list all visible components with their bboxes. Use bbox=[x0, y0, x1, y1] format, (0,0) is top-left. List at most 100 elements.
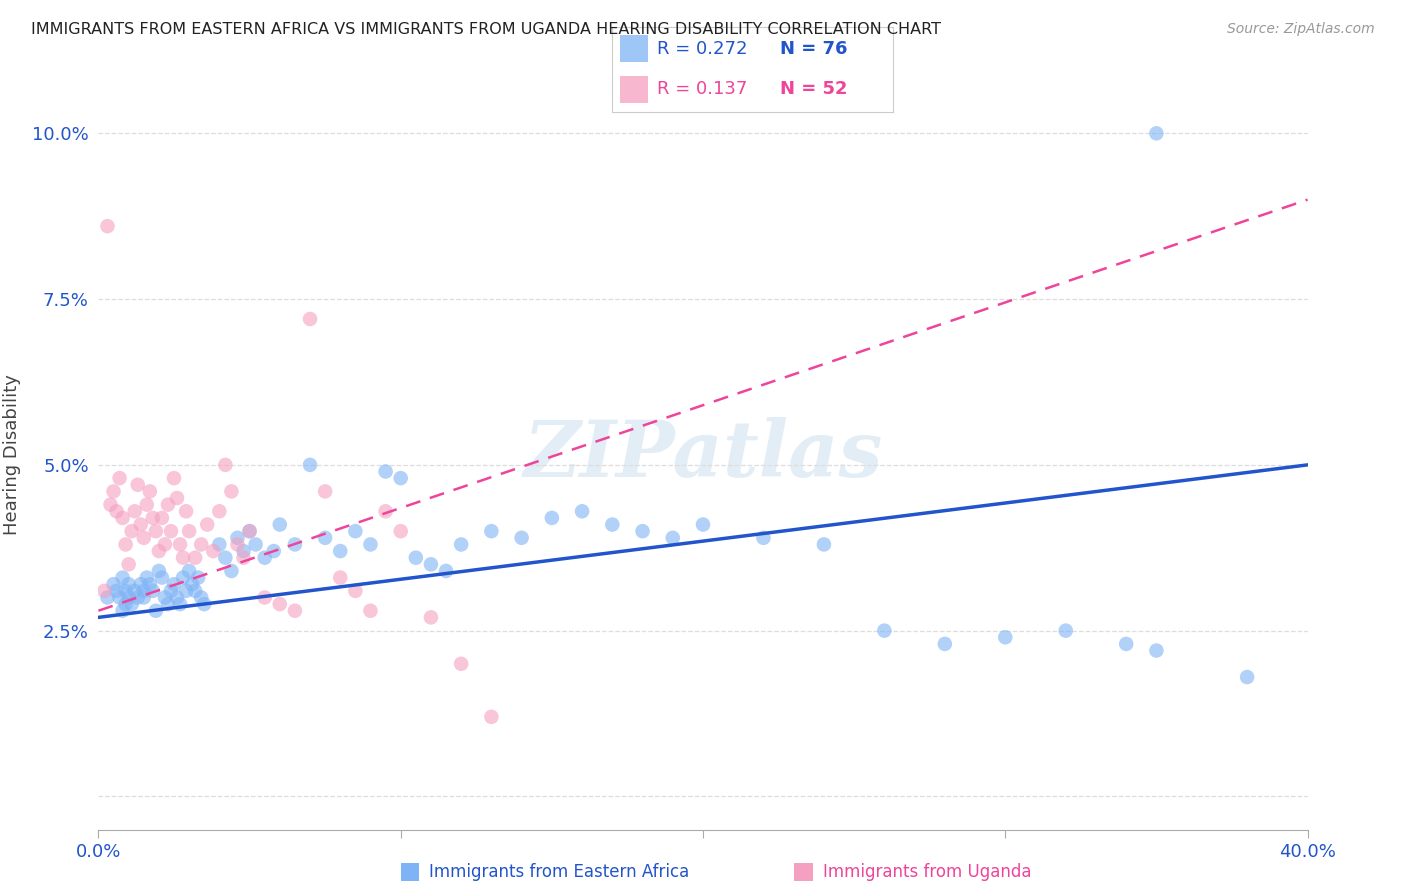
Point bbox=[166, 591, 188, 605]
Point bbox=[752, 531, 775, 545]
Point bbox=[329, 571, 352, 585]
Point bbox=[111, 604, 134, 618]
Point bbox=[344, 524, 367, 538]
Text: R = 0.137: R = 0.137 bbox=[657, 80, 747, 98]
Point bbox=[434, 564, 457, 578]
Point bbox=[142, 511, 165, 525]
Point bbox=[135, 571, 157, 585]
Point bbox=[239, 524, 262, 538]
Point bbox=[344, 583, 367, 598]
Point bbox=[221, 564, 243, 578]
Point bbox=[360, 537, 382, 551]
Point bbox=[139, 484, 162, 499]
Point bbox=[124, 504, 146, 518]
Point bbox=[121, 524, 143, 538]
Point bbox=[132, 583, 155, 598]
Point bbox=[169, 597, 191, 611]
Text: N = 76: N = 76 bbox=[780, 40, 848, 58]
Point bbox=[163, 577, 186, 591]
Point bbox=[190, 537, 212, 551]
Point bbox=[208, 504, 231, 518]
Point bbox=[314, 484, 336, 499]
Point bbox=[181, 577, 204, 591]
Point bbox=[184, 583, 207, 598]
Point bbox=[114, 597, 136, 611]
Point bbox=[150, 511, 173, 525]
Point bbox=[602, 517, 624, 532]
Point bbox=[105, 583, 128, 598]
Point bbox=[172, 550, 194, 565]
Point bbox=[481, 524, 503, 538]
Point bbox=[374, 465, 396, 479]
Point bbox=[239, 524, 262, 538]
Point bbox=[129, 517, 152, 532]
Point bbox=[450, 537, 472, 551]
Point bbox=[195, 517, 218, 532]
Point bbox=[139, 577, 162, 591]
Point bbox=[253, 591, 276, 605]
Point bbox=[172, 571, 194, 585]
Point bbox=[692, 517, 714, 532]
Point bbox=[132, 531, 155, 545]
Point bbox=[160, 524, 183, 538]
Point bbox=[299, 312, 322, 326]
Point bbox=[156, 498, 179, 512]
Point bbox=[145, 524, 167, 538]
Point bbox=[1144, 643, 1167, 657]
Point bbox=[253, 550, 276, 565]
Point bbox=[190, 591, 212, 605]
Point bbox=[226, 531, 249, 545]
Point bbox=[108, 471, 131, 485]
Point bbox=[121, 597, 143, 611]
Point bbox=[124, 583, 146, 598]
Point bbox=[1236, 670, 1258, 684]
Text: N = 52: N = 52 bbox=[780, 80, 848, 98]
Text: Immigrants from Eastern Africa: Immigrants from Eastern Africa bbox=[429, 863, 689, 881]
Point bbox=[145, 604, 167, 618]
Point bbox=[111, 511, 134, 525]
Bar bbox=[620, 36, 648, 62]
Point bbox=[111, 571, 134, 585]
Point bbox=[160, 583, 183, 598]
Point bbox=[389, 524, 412, 538]
Point bbox=[129, 577, 152, 591]
Point bbox=[208, 537, 231, 551]
Point bbox=[118, 577, 141, 591]
Point bbox=[166, 491, 188, 505]
Point bbox=[96, 219, 118, 234]
Point bbox=[118, 591, 141, 605]
Point bbox=[284, 604, 307, 618]
Point bbox=[481, 710, 503, 724]
Point bbox=[813, 537, 835, 551]
Text: Source: ZipAtlas.com: Source: ZipAtlas.com bbox=[1227, 22, 1375, 37]
Text: R = 0.272: R = 0.272 bbox=[657, 40, 747, 58]
Point bbox=[153, 537, 176, 551]
Point bbox=[96, 591, 118, 605]
Point bbox=[114, 537, 136, 551]
Point bbox=[135, 498, 157, 512]
Point bbox=[1054, 624, 1077, 638]
Point bbox=[174, 583, 197, 598]
Point bbox=[214, 550, 236, 565]
Point bbox=[1144, 126, 1167, 140]
Point bbox=[150, 571, 173, 585]
Point bbox=[118, 558, 141, 572]
Point bbox=[360, 604, 382, 618]
Point bbox=[193, 597, 215, 611]
Point bbox=[389, 471, 412, 485]
Point bbox=[329, 544, 352, 558]
Point bbox=[103, 484, 125, 499]
Point bbox=[114, 583, 136, 598]
Point bbox=[156, 597, 179, 611]
Point bbox=[163, 471, 186, 485]
Point bbox=[93, 583, 115, 598]
Point bbox=[226, 537, 249, 551]
Point bbox=[169, 537, 191, 551]
Point bbox=[245, 537, 267, 551]
Point bbox=[661, 531, 683, 545]
Point bbox=[103, 577, 125, 591]
Point bbox=[269, 517, 291, 532]
Text: ZIPatlas: ZIPatlas bbox=[523, 417, 883, 493]
Point bbox=[187, 571, 209, 585]
Point bbox=[994, 630, 1017, 644]
